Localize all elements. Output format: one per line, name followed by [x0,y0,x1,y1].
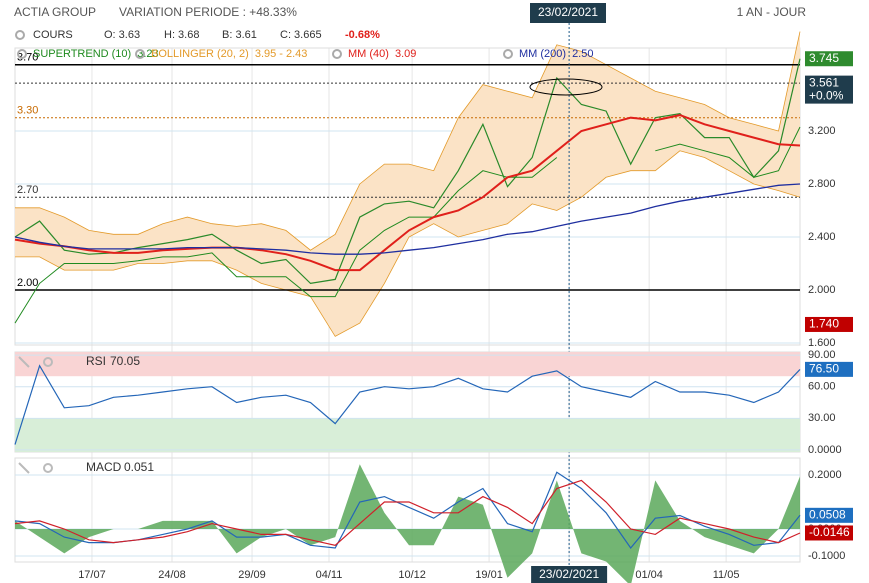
x-tick-label: 04/11 [316,569,343,581]
legend-name[interactable]: BOLLINGER (20, 2) [151,48,249,60]
series-line [14,114,801,272]
panel-value: 0.051 [124,460,154,474]
macd-histogram [15,464,800,583]
x-tick-label: 24/08 [158,569,186,581]
y-tick-label: 3.200 [808,125,836,137]
legend-icon [17,49,27,59]
overbought-zone [15,352,800,377]
y-tick-label: 0.0000 [808,444,842,456]
price-tag-label: 3.561 [809,75,839,89]
legend-icon [503,49,513,59]
bollinger-area [15,31,800,337]
price-tag-label: 76.50 [809,362,839,376]
variation: VARIATION PERIODE : +48.33% [119,5,297,19]
cours-label: COURS [33,29,73,41]
price-tag-label: 1.740 [809,317,839,331]
price-tag [805,361,853,377]
price-tag [805,507,853,523]
price-tag [805,75,853,104]
cursor-date: 23/02/2021 [538,5,598,19]
y-tick-label: 90.00 [808,349,836,361]
y-tick-label: 2.000 [808,284,836,296]
legend-name[interactable]: SUPERTREND (10) [33,48,131,60]
series-line [14,183,801,255]
x-label-box [531,566,608,583]
legend-icon [332,49,342,59]
x-tick-label: 11/05 [713,569,740,581]
symbol: ACTIA GROUP [14,5,96,19]
close: C: 3.665 [280,29,322,41]
legend-name[interactable]: MM (40) [348,48,389,60]
price-tag [805,51,853,67]
x-tick-label: 10/12 [398,569,426,581]
bollinger-upper [15,31,801,251]
x-tick-label: 23/02/2021 [539,567,599,581]
legend-icon [135,49,145,59]
panel-icon [43,463,53,473]
y-tick-label: 1.600 [808,337,836,349]
high: H: 3.68 [164,29,199,41]
series-line [14,126,801,324]
level-label: 3.30 [17,105,38,117]
series-line [14,364,801,445]
change: -0.68% [345,29,380,41]
legend-name[interactable]: MM (200) [519,48,566,60]
level-label: 3.70 [17,52,38,64]
legend-value: 3.95 - 2.43 [255,48,308,60]
level-label: 2.70 [17,184,38,196]
x-tick-label: 17/07 [78,569,106,581]
y-tick-label: 2.400 [808,231,836,243]
x-tick-label: 19/01 [475,569,503,581]
series-line [14,58,801,285]
price-tag [805,525,853,541]
open: O: 3.63 [104,29,140,41]
price-tag-label: 0.0508 [809,507,846,521]
price-tag-label: -0.0146 [809,525,850,539]
y-tick-label: 60.00 [808,381,836,393]
legend-value: 3.09 [395,48,416,60]
x-tick-label: 29/09 [238,569,266,581]
panel-icon [18,356,30,368]
cursor-date-box [530,3,606,23]
price-tag [805,316,853,332]
y-tick-label: 30.00 [808,412,836,424]
panel-title: MACD [86,460,122,474]
y-tick-label: 2.800 [808,178,836,190]
oversold-zone [15,418,800,452]
series-line [14,479,801,546]
panel-value: 70.05 [110,354,140,368]
x-tick-label: 01/04 [635,569,663,581]
panel-icon [43,357,53,367]
legend-value: 2.50 [572,48,593,60]
level-label: 2.00 [17,277,38,289]
low: B: 3.61 [222,29,257,41]
period[interactable]: 1 AN - JOUR [737,5,807,19]
series-line [14,471,801,549]
y-tick-label: 0.2000 [808,469,842,481]
bollinger-lower [15,150,801,337]
panel-title: RSI [86,354,106,368]
price-tag-sub: +0.0% [809,88,844,102]
panel-icon [18,462,30,474]
gear-icon[interactable] [15,30,25,40]
annotation-ellipse [529,78,603,96]
y-tick-label: -0.1000 [808,550,845,562]
price-tag-label: 3.745 [809,51,839,65]
